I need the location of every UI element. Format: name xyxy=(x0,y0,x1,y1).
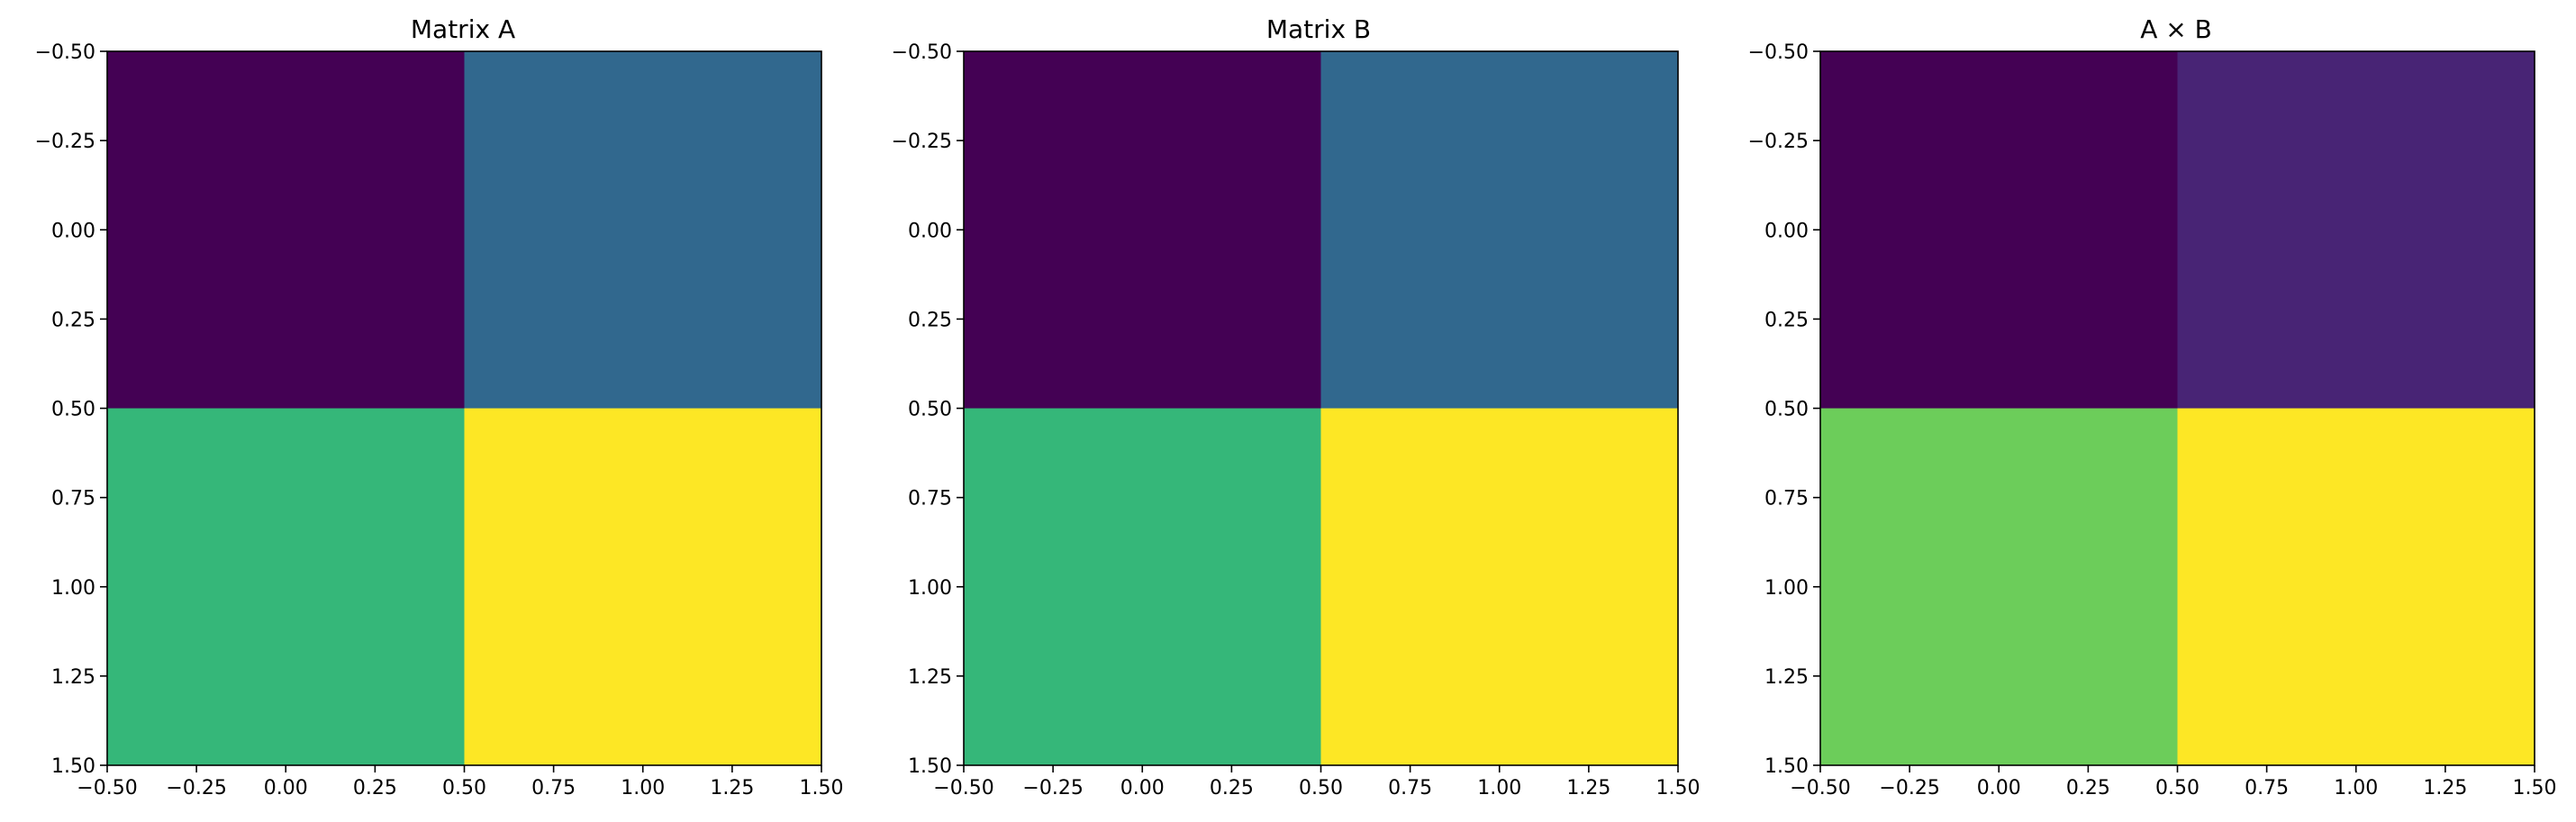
x-tick-label: 0.25 xyxy=(1210,777,1254,799)
y-tick-label: 0.00 xyxy=(51,220,95,242)
x-tick-label: −0.25 xyxy=(1879,777,1939,799)
x-tick-label: 1.25 xyxy=(1566,777,1610,799)
x-tick-label: 0.25 xyxy=(2066,777,2110,799)
y-tick-label: 0.75 xyxy=(51,488,95,510)
y-tick-label: 0.50 xyxy=(1764,399,1809,421)
heatmap-cell-0-0 xyxy=(107,51,465,409)
x-tick-label: 0.50 xyxy=(2155,777,2200,799)
heatmap-cell-0-1 xyxy=(2177,51,2535,409)
x-tick-label: −0.25 xyxy=(166,777,226,799)
panel-a-times-b: A × B −0.50 −0.25 0.00 0.25 0.50 0.75 1.00 1.25… xyxy=(1748,14,2557,799)
y-tick-label: −0.50 xyxy=(35,41,95,64)
x-tick-label: 0.75 xyxy=(2245,777,2289,799)
x-tick-label: 1.50 xyxy=(1656,777,1701,799)
x-tick-label: 0.50 xyxy=(1299,777,1343,799)
y-tick-label: 0.50 xyxy=(51,399,95,421)
panel-title: A × B xyxy=(2140,14,2212,44)
x-tick-label: 1.25 xyxy=(710,777,754,799)
x-tick-label: 0.50 xyxy=(442,777,486,799)
heatmap-cell-1-0 xyxy=(107,408,465,765)
x-tick-label: 1.00 xyxy=(621,777,665,799)
x-tick-label: 1.50 xyxy=(2513,777,2557,799)
y-tick-label: 0.75 xyxy=(908,488,952,510)
x-tick-label: 1.50 xyxy=(800,777,844,799)
heatmap-cell-1-0 xyxy=(964,408,1321,765)
heatmap-cell-0-0 xyxy=(1820,51,2178,409)
panel-title: Matrix B xyxy=(1266,14,1371,44)
y-tick-label: 0.50 xyxy=(908,399,952,421)
heatmap-cell-0-0 xyxy=(964,51,1321,409)
panel-matrix-a: Matrix A −0.50 −0.25 0.00 0.25 0.50 0.75 1.00 1… xyxy=(35,14,844,799)
y-tick-label: 1.25 xyxy=(908,666,952,689)
y-tick-label: −0.25 xyxy=(892,131,952,153)
y-tick-label: 1.00 xyxy=(908,577,952,600)
x-tick-label: 1.00 xyxy=(2334,777,2378,799)
heatmap-cell-1-1 xyxy=(1320,408,1678,765)
x-tick-label: 0.75 xyxy=(1388,777,1432,799)
heatmap-cell-1-0 xyxy=(1820,408,2178,765)
y-tick-label: 0.75 xyxy=(1764,488,1809,510)
y-tick-label: 1.00 xyxy=(51,577,95,600)
y-tick-label: 0.00 xyxy=(908,220,952,242)
y-tick-label: 1.25 xyxy=(51,666,95,689)
x-tick-label: 0.00 xyxy=(1120,777,1165,799)
y-tick-label: −0.50 xyxy=(1748,41,1809,64)
y-tick-label: 0.25 xyxy=(1764,309,1809,331)
x-tick-label: 0.00 xyxy=(1977,777,2021,799)
y-tick-label: −0.50 xyxy=(892,41,952,64)
plot-area: −0.50 −0.25 0.00 0.25 0.50 0.75 1.00 1.25 1.50−0… xyxy=(1748,41,2557,799)
y-tick-label: 1.50 xyxy=(51,755,95,778)
y-tick-label: 1.00 xyxy=(1764,577,1809,600)
y-tick-label: 0.00 xyxy=(1764,220,1809,242)
y-tick-label: −0.25 xyxy=(1748,131,1809,153)
panel-title: Matrix A xyxy=(411,14,515,44)
heatmap-cell-0-1 xyxy=(464,51,821,409)
x-tick-label: 1.25 xyxy=(2423,777,2467,799)
plot-area: −0.50 −0.25 0.00 0.25 0.50 0.75 1.00 1.25 1.50−0… xyxy=(892,41,1701,799)
panel-matrix-b: Matrix B −0.50 −0.25 0.00 0.25 0.50 0.75 1.00 1… xyxy=(892,14,1701,799)
x-tick-label: 0.75 xyxy=(531,777,576,799)
y-tick-label: 0.25 xyxy=(908,309,952,331)
x-tick-label: −0.25 xyxy=(1022,777,1083,799)
heatmap-cell-1-1 xyxy=(464,408,821,765)
x-tick-label: 0.00 xyxy=(264,777,308,799)
y-tick-label: −0.25 xyxy=(35,131,95,153)
x-tick-label: 1.00 xyxy=(1477,777,1521,799)
x-tick-label: −0.50 xyxy=(1790,777,1850,799)
x-tick-label: −0.50 xyxy=(933,777,993,799)
y-tick-label: 1.50 xyxy=(908,755,952,778)
x-tick-label: 0.25 xyxy=(353,777,397,799)
plot-area: −0.50 −0.25 0.00 0.25 0.50 0.75 1.00 1.25 1.50−0… xyxy=(35,41,844,799)
y-tick-label: 0.25 xyxy=(51,309,95,331)
y-tick-label: 1.50 xyxy=(1764,755,1809,778)
y-tick-label: 1.25 xyxy=(1764,666,1809,689)
heatmap-cell-0-1 xyxy=(1320,51,1678,409)
heatmap-cell-1-1 xyxy=(2177,408,2535,765)
x-tick-label: −0.50 xyxy=(77,777,137,799)
